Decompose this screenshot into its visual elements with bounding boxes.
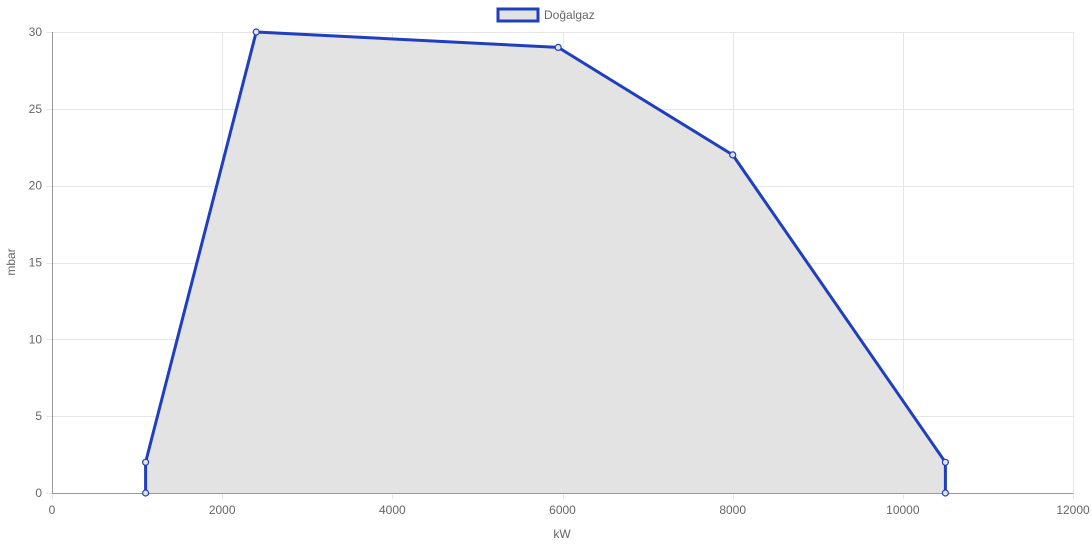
y-tick-label: 10: [29, 332, 43, 346]
x-tick-label: 8000: [719, 503, 746, 517]
data-point: [252, 28, 260, 36]
legend-swatch[interactable]: [496, 7, 540, 23]
data-point: [729, 151, 737, 159]
y-tick-label: 0: [35, 486, 42, 500]
data-point: [142, 458, 150, 466]
y-tick-label: 15: [29, 256, 43, 270]
legend[interactable]: Doğalgaz: [496, 7, 595, 23]
x-tick-label: 12000: [1056, 503, 1090, 517]
y-tick-label: 20: [29, 179, 43, 193]
x-tick-label: 0: [49, 503, 56, 517]
axes: [52, 32, 1073, 494]
y-axis-title: mbar: [4, 248, 18, 275]
x-tick-label: 10000: [886, 503, 920, 517]
data-point: [142, 489, 150, 497]
y-tick-label: 30: [29, 25, 43, 39]
data-point: [941, 458, 950, 466]
data-point: [554, 43, 562, 52]
data-point: [941, 489, 950, 497]
y-tick-labels: 0 5 10 15 20 25 30: [29, 25, 43, 500]
y-tick-label: 25: [29, 102, 43, 116]
series-area-layer: [145, 32, 946, 493]
series-area-fill: [145, 32, 946, 493]
x-tick-label: 4000: [379, 503, 406, 517]
y-tick-label: 5: [35, 409, 42, 423]
x-tick-labels: 0 2000 4000 6000 8000 10000 12000: [49, 503, 1090, 517]
x-axis-title: kW: [553, 527, 571, 541]
series-points-layer: [142, 28, 950, 497]
x-tick-label: 2000: [209, 503, 236, 517]
x-tick-label: 6000: [549, 503, 576, 517]
legend-label[interactable]: Doğalgaz: [544, 8, 595, 22]
